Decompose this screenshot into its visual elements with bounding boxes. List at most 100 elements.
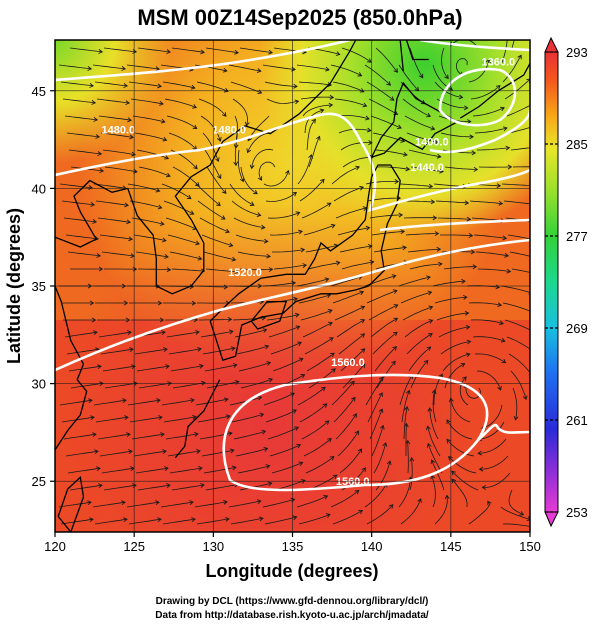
streamline [102, 365, 136, 372]
streamline [405, 233, 439, 236]
streamline-arrow [392, 331, 398, 337]
streamline-arrow [293, 296, 298, 302]
streamline-arrow [163, 347, 168, 353]
streamline-arrow [433, 139, 439, 145]
streamline [437, 217, 471, 220]
streamline [340, 348, 365, 372]
streamline-arrow [157, 83, 162, 89]
streamline-arrow [428, 305, 434, 311]
streamline-arrow [431, 389, 437, 394]
streamline [239, 482, 272, 491]
streamline [102, 149, 136, 156]
streamline-arrow [228, 329, 234, 335]
streamline [336, 115, 370, 120]
streamline-arrow [267, 481, 273, 487]
colorbar-tick-label: 269 [566, 321, 588, 336]
streamline [512, 387, 518, 420]
streamline-arrow [87, 66, 93, 71]
streamline [126, 501, 160, 508]
streamline-arrow [355, 165, 361, 171]
streamline [59, 399, 93, 406]
streamline-arrow [335, 260, 341, 266]
streamline-arrow [466, 216, 472, 222]
streamline [263, 170, 289, 187]
streamline-arrow [95, 134, 101, 139]
streamline [399, 183, 433, 187]
streamline [340, 142, 372, 151]
streamline-arrow [365, 225, 371, 231]
streamline-arrow [223, 397, 229, 403]
streamline [450, 40, 479, 49]
streamline-arrow [123, 300, 129, 306]
streamline [504, 319, 530, 331]
streamline-arrow [128, 449, 133, 455]
streamline [131, 217, 164, 225]
coastline [405, 40, 429, 61]
streamline [237, 251, 271, 257]
streamline [298, 514, 331, 525]
streamline-arrow [520, 18, 524, 22]
streamline-arrow [505, 145, 511, 151]
streamline-arrow [532, 525, 536, 529]
streamline [61, 416, 95, 423]
streamline-arrow [308, 153, 313, 159]
streamline-arrow [426, 346, 432, 352]
streamline-arrow [131, 151, 136, 157]
streamline-arrow [88, 185, 94, 190]
streamline-arrow [126, 432, 131, 438]
streamline [267, 212, 300, 219]
streamline-arrow [357, 448, 362, 454]
streamline-arrow [159, 317, 165, 323]
contour-labels: 1560.0 1560.0 1520.0 1480.0 1480.0 1440.0 1400… [102, 56, 516, 488]
streamline [126, 64, 160, 70]
streamline [443, 266, 477, 270]
streamline [510, 147, 530, 151]
streamline-arrow [467, 119, 472, 124]
streamline [502, 302, 530, 312]
streamline-arrow [293, 83, 298, 89]
streamline-arrow [195, 182, 200, 187]
streamline [474, 353, 506, 364]
streamline [441, 47, 449, 79]
streamline-arrow [121, 500, 126, 506]
streamline [198, 98, 227, 117]
streamline-arrow [359, 88, 365, 93]
streamline [272, 249, 305, 253]
streamline-arrow [335, 51, 341, 56]
streamline [368, 98, 398, 115]
streamline-arrow [257, 395, 263, 401]
streamline [465, 384, 481, 399]
streamline-arrow [222, 67, 228, 73]
streamline [201, 234, 233, 247]
streamline [138, 268, 171, 271]
contour-north-2 [419, 40, 530, 52]
streamline [337, 227, 370, 236]
streamline-arrow [264, 344, 270, 350]
streamline [101, 251, 135, 257]
streamline-arrow [366, 127, 372, 133]
streamline [402, 306, 433, 321]
streamline [468, 501, 491, 525]
streamline-arrow [428, 333, 433, 338]
streamline-arrow [404, 405, 410, 411]
coastline [222, 40, 357, 143]
streamline-arrow [259, 412, 265, 418]
streamline [372, 331, 398, 355]
streamline [136, 149, 169, 159]
streamline [101, 467, 135, 474]
streamline [306, 352, 335, 372]
streamline [444, 363, 465, 389]
streamline-arrow [426, 442, 432, 448]
streamline [169, 251, 202, 260]
streamline [266, 314, 299, 321]
streamline-arrow [221, 189, 227, 194]
streamline-arrow [258, 516, 264, 522]
streamline [338, 333, 365, 355]
credit-data: Data from http://database.rish.kyoto-u.a… [155, 610, 429, 621]
streamline [268, 326, 300, 338]
streamline-arrow [87, 500, 92, 506]
streamline [399, 374, 413, 406]
streamline-arrow [328, 321, 333, 327]
streamline [136, 365, 170, 372]
